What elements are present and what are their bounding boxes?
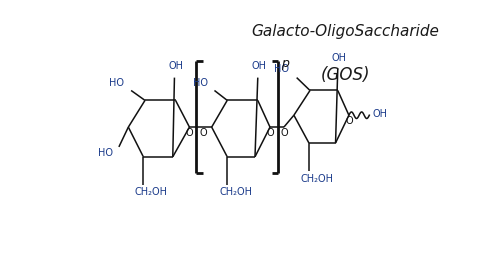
Text: CH₂OH: CH₂OH <box>134 188 167 197</box>
Text: HO: HO <box>193 78 208 87</box>
Text: CH₂OH: CH₂OH <box>301 174 334 184</box>
Text: HO: HO <box>109 78 124 87</box>
Text: OH: OH <box>168 61 183 71</box>
Text: Galacto-OligoSaccharide: Galacto-OligoSaccharide <box>252 24 440 39</box>
Text: O: O <box>345 116 353 126</box>
Text: $p$: $p$ <box>281 58 291 72</box>
Text: CH₂OH: CH₂OH <box>219 188 252 197</box>
Text: (GOS): (GOS) <box>321 66 370 84</box>
Text: OH: OH <box>332 53 347 63</box>
Text: OH: OH <box>251 61 267 71</box>
Text: O: O <box>266 128 274 138</box>
Text: OH: OH <box>372 109 387 119</box>
Text: HO: HO <box>274 64 290 74</box>
Text: O: O <box>199 128 207 138</box>
Text: O: O <box>280 128 288 138</box>
Text: HO: HO <box>98 148 113 158</box>
Text: O: O <box>186 128 193 138</box>
